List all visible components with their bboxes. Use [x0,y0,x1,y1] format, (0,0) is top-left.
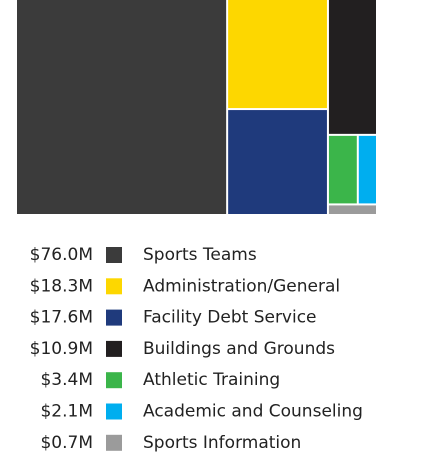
treemap-cell [228,110,327,214]
treemap-cell [328,205,376,214]
legend-value: $3.4M [40,370,93,390]
legend-label: Administration/General [143,276,340,296]
legend-swatch [106,403,122,420]
legend-value: $18.3M [30,276,93,296]
treemap-cell [17,0,227,214]
legend-swatch [106,247,122,263]
legend-label: Sports Teams [143,245,257,265]
legend-value: $17.6M [30,308,93,328]
legend-label: Facility Debt Service [143,308,317,328]
legend-label: Sports Information [143,433,301,453]
legend-value: $2.1M [40,402,93,422]
legend-label: Athletic Training [143,370,280,390]
legend-swatch [106,434,122,451]
legend-value: $0.7M [40,433,93,453]
treemap-cell [328,135,357,204]
legend-swatch [106,340,122,357]
treemap-cell [228,0,327,109]
legend-label: Academic and Counseling [143,402,363,422]
treemap-cell [358,135,376,204]
legend-value: $10.9M [30,339,93,359]
legend-value: $76.0M [30,245,93,265]
legend-swatch [106,278,122,295]
legend-swatch [106,372,122,389]
treemap-cell [328,0,376,134]
legend-swatch [106,309,122,326]
legend-label: Buildings and Grounds [143,339,335,359]
